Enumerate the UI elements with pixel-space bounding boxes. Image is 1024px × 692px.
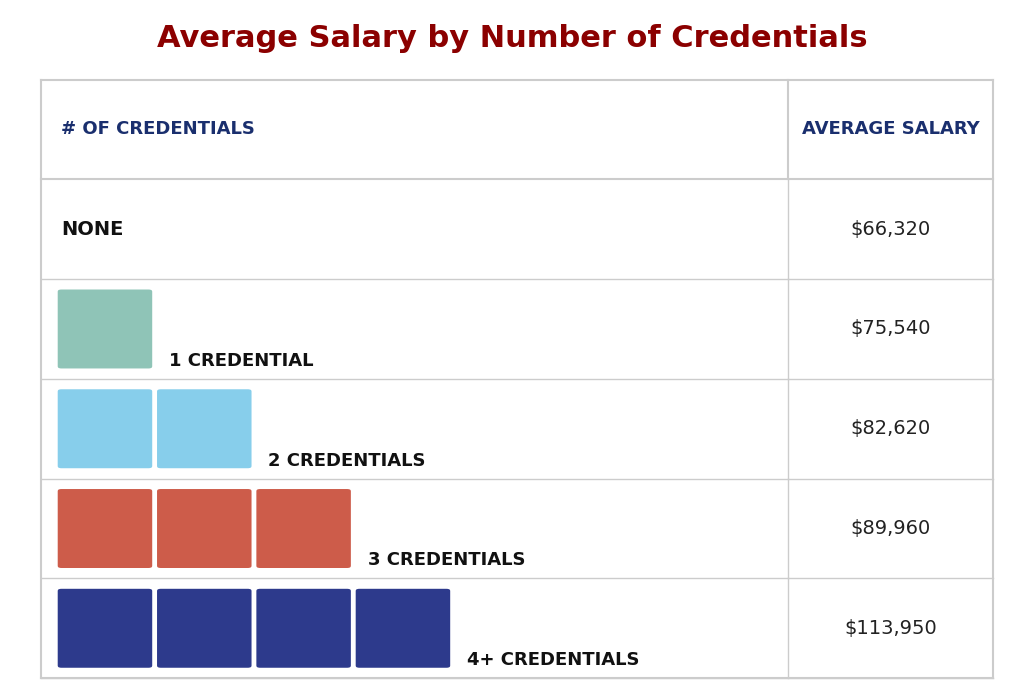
FancyBboxPatch shape [156, 388, 253, 470]
FancyBboxPatch shape [156, 588, 253, 669]
FancyBboxPatch shape [255, 588, 352, 669]
Text: 1 CREDENTIAL: 1 CREDENTIAL [169, 352, 313, 370]
FancyBboxPatch shape [255, 488, 352, 570]
Text: $66,320: $66,320 [851, 220, 931, 239]
Text: AVERAGE SALARY: AVERAGE SALARY [802, 120, 980, 138]
FancyBboxPatch shape [56, 488, 154, 570]
Text: $82,620: $82,620 [851, 419, 931, 438]
FancyBboxPatch shape [56, 388, 154, 470]
FancyBboxPatch shape [56, 288, 154, 370]
Text: $113,950: $113,950 [845, 619, 937, 638]
Text: 4+ CREDENTIALS: 4+ CREDENTIALS [467, 651, 639, 669]
FancyBboxPatch shape [354, 588, 452, 669]
Text: 3 CREDENTIALS: 3 CREDENTIALS [368, 552, 525, 570]
FancyBboxPatch shape [56, 588, 154, 669]
FancyBboxPatch shape [156, 488, 253, 570]
Text: $89,960: $89,960 [851, 519, 931, 538]
Text: 2 CREDENTIALS: 2 CREDENTIALS [268, 452, 426, 470]
Text: Average Salary by Number of Credentials: Average Salary by Number of Credentials [157, 24, 867, 53]
Text: $75,540: $75,540 [851, 320, 931, 338]
Text: NONE: NONE [61, 220, 124, 239]
Text: # OF CREDENTIALS: # OF CREDENTIALS [61, 120, 255, 138]
